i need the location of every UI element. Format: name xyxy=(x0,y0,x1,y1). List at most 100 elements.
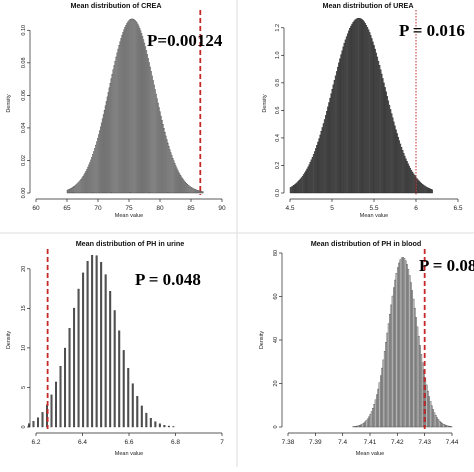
histogram-bar xyxy=(413,299,414,427)
chart-title: Mean distribution of UREA xyxy=(322,1,413,10)
histogram-bar xyxy=(100,262,102,427)
histogram-bar xyxy=(414,308,415,427)
y-tick-label: 0.02 xyxy=(21,155,27,166)
histogram-bar xyxy=(421,354,422,427)
histogram-bar xyxy=(383,360,384,427)
x-axis-label: Mean value xyxy=(356,451,384,457)
y-axis-label: Density xyxy=(262,94,268,113)
histogram-bar xyxy=(37,418,39,427)
y-tick-label: 0.0 xyxy=(275,189,281,197)
y-tick-label: 0.08 xyxy=(21,57,27,68)
histogram-bar xyxy=(406,264,407,427)
histogram-bar xyxy=(357,426,358,427)
x-tick-label: 6.2 xyxy=(31,439,40,446)
histogram-bar xyxy=(448,426,449,427)
histogram-bar xyxy=(388,324,389,427)
y-tick-label: 1.0 xyxy=(275,51,281,59)
histogram-bar xyxy=(173,426,175,427)
y-tick-label: 80 xyxy=(273,250,279,256)
histogram-bar xyxy=(432,409,433,427)
histogram-bar xyxy=(365,422,366,427)
histogram-bar xyxy=(419,345,420,427)
y-tick-label: 0.04 xyxy=(21,123,27,134)
histogram-bar xyxy=(436,418,437,427)
histogram-bar xyxy=(33,421,35,427)
p-value-annotation: P = 0.016 xyxy=(399,21,465,40)
histogram-bar xyxy=(105,275,107,427)
histogram-bar xyxy=(91,255,93,427)
histogram-bar xyxy=(368,417,369,427)
y-tick-label: 20 xyxy=(21,266,27,272)
y-tick-label: 0.2 xyxy=(275,162,281,170)
x-tick-label: 85 xyxy=(187,205,195,212)
histogram-bar xyxy=(391,305,392,427)
histogram-bar xyxy=(381,368,382,427)
chart-title: Mean distribution of PH in blood xyxy=(311,239,422,248)
x-tick-label: 80 xyxy=(156,205,164,212)
histogram-bar xyxy=(355,426,356,427)
histogram-bar xyxy=(359,425,360,427)
histogram-bar xyxy=(412,290,413,427)
x-tick-label: 6 xyxy=(414,205,418,212)
histogram-bar xyxy=(426,385,427,427)
histogram-bar xyxy=(371,412,372,427)
histogram-bar xyxy=(366,421,367,427)
histogram-bar xyxy=(376,395,377,427)
histogram-bar xyxy=(405,261,406,427)
y-tick-label: 0.6 xyxy=(275,107,281,115)
histogram-bar xyxy=(392,296,393,427)
histogram-bar xyxy=(136,396,138,427)
x-tick-label: 6.5 xyxy=(453,205,462,212)
chart-title: Mean distribution of CREA xyxy=(70,1,161,10)
histogram-bar xyxy=(114,310,116,427)
histogram-bar xyxy=(384,351,385,427)
y-tick-label: 0 xyxy=(21,425,27,428)
histogram-bar xyxy=(362,424,363,427)
histogram-bar xyxy=(51,395,53,427)
histogram-bar xyxy=(82,273,84,427)
y-tick-label: 0.8 xyxy=(275,79,281,87)
x-tick-label: 90 xyxy=(218,205,226,212)
y-tick-label: 5 xyxy=(21,386,27,389)
x-tick-label: 5 xyxy=(330,205,334,212)
histogram-bar xyxy=(64,348,66,427)
histogram-bar xyxy=(401,258,402,427)
x-tick-label: 6.8 xyxy=(171,439,180,446)
x-tick-label: 6.6 xyxy=(124,439,133,446)
histogram-bar xyxy=(367,419,368,427)
x-tick-label: 7.41 xyxy=(364,439,377,446)
histogram-bar xyxy=(408,269,409,427)
x-tick-label: 5.5 xyxy=(369,205,378,212)
y-axis-label: Density xyxy=(259,331,265,350)
histogram-bar xyxy=(400,260,401,427)
histogram-bar xyxy=(432,190,433,193)
histogram-bar xyxy=(141,406,143,427)
y-tick-label: 1.2 xyxy=(275,24,281,32)
histogram-bar xyxy=(444,425,445,427)
x-tick-label: 60 xyxy=(32,205,40,212)
x-tick-label: 7.38 xyxy=(282,439,295,446)
histogram-bar xyxy=(150,418,152,427)
y-axis-label: Density xyxy=(6,331,12,350)
histogram-bar xyxy=(379,383,380,427)
histogram-bar xyxy=(389,314,390,427)
histogram-bar xyxy=(404,258,405,427)
x-tick-label: 7.42 xyxy=(391,439,404,446)
histogram-bar xyxy=(396,273,397,427)
histogram-bar xyxy=(354,426,355,427)
histogram-bar xyxy=(378,389,379,427)
histogram-bar xyxy=(445,425,446,427)
histogram-bar xyxy=(109,291,111,427)
x-tick-label: 4.5 xyxy=(285,205,294,212)
histogram-bar xyxy=(132,384,134,427)
histogram-bar xyxy=(370,414,371,427)
x-tick-label: 7.43 xyxy=(418,439,431,446)
histogram-bar xyxy=(447,426,448,427)
histogram-bar xyxy=(393,288,394,427)
histogram-bar xyxy=(397,268,398,427)
y-tick-label: 0 xyxy=(273,425,279,428)
histogram-bar xyxy=(78,289,80,427)
histogram-bar xyxy=(375,400,376,427)
